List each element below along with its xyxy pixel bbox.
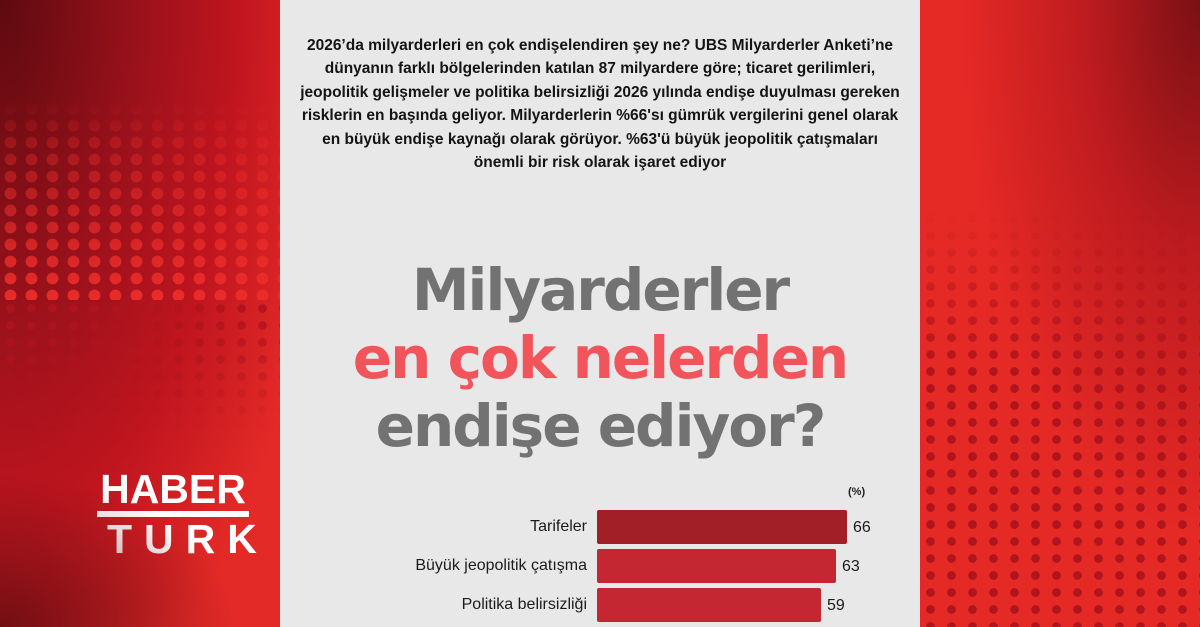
bar-value: 59 — [827, 597, 845, 614]
headline-line2: en çok nelerden — [352, 324, 849, 392]
right-red-background — [920, 0, 1200, 627]
intro-paragraph: 2026’da milyarderleri en çok endişelendi… — [300, 37, 900, 172]
halftone-dots-decoration — [0, 100, 280, 300]
unit-label: (%) — [848, 486, 866, 498]
chart-row: Büyük jeopolitik çatışma 63 — [280, 549, 920, 583]
left-red-background: HABER TURK — [0, 0, 280, 627]
haberturk-logo: HABER TURK — [97, 466, 269, 562]
bar-label: Politika belirsizliği — [461, 596, 587, 613]
headline-line1: Milyarderler — [411, 256, 790, 324]
headline: Milyarderler en çok nelerden endişe ediy… — [280, 256, 920, 460]
bar-label: Büyük jeopolitik çatışma — [415, 557, 587, 574]
halftone-dots-decoration — [0, 300, 280, 430]
bar — [597, 549, 836, 583]
bar-label: Tarifeler — [530, 518, 587, 535]
logo-divider — [97, 511, 249, 517]
bar — [597, 588, 821, 622]
bar-value: 63 — [842, 558, 860, 575]
bar — [597, 510, 847, 544]
logo-line1: HABER — [100, 466, 246, 512]
halftone-dots-decoration — [920, 210, 1200, 627]
chart-row: Tarifeler 66 — [280, 510, 920, 544]
bar-chart: (%) Tarifeler 66 Büyük jeopolitik çatışm… — [280, 486, 920, 627]
headline-line3: endişe ediyor? — [375, 392, 827, 460]
logo-line2: TURK — [107, 516, 269, 562]
infographic-panel: 2026’da milyarderleri en çok endişelendi… — [280, 0, 920, 627]
chart-row: Politika belirsizliği 59 — [280, 588, 920, 622]
bar-value: 66 — [853, 519, 871, 536]
